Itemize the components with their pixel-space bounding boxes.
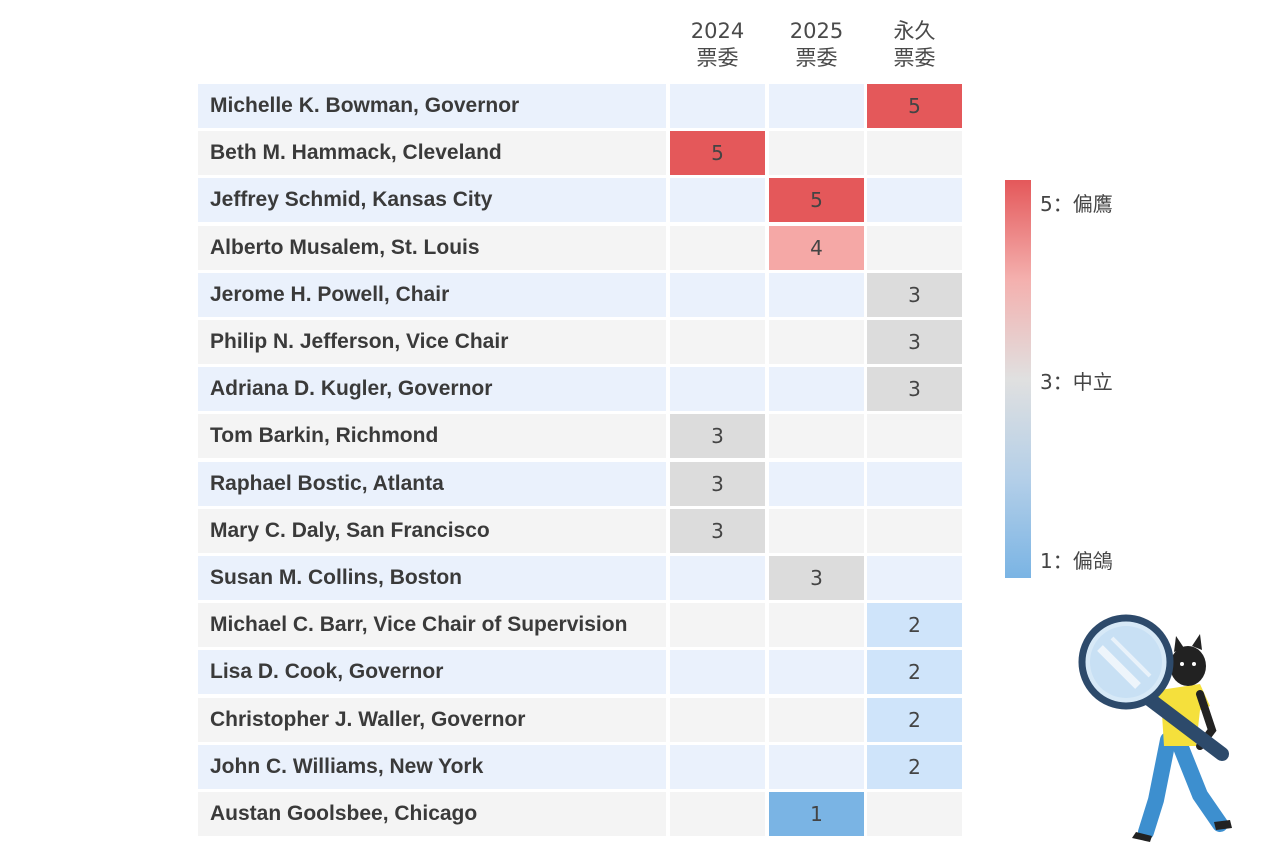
empty-cell xyxy=(769,509,864,553)
row-name-label: Susan M. Collins, Boston xyxy=(198,556,666,600)
empty-cell xyxy=(867,509,962,553)
empty-cell xyxy=(670,556,765,600)
empty-cell xyxy=(670,367,765,411)
empty-cell xyxy=(670,178,765,222)
row-name-label: Jeffrey Schmid, Kansas City xyxy=(198,178,666,222)
empty-cell xyxy=(670,792,765,836)
empty-cell xyxy=(867,178,962,222)
empty-cell xyxy=(867,556,962,600)
empty-cell xyxy=(769,462,864,506)
empty-cell xyxy=(867,414,962,458)
row-name-label: Adriana D. Kugler, Governor xyxy=(198,367,666,411)
score-cell: 4 xyxy=(769,226,864,270)
empty-cell xyxy=(769,273,864,317)
score-cell: 3 xyxy=(670,509,765,553)
empty-cell xyxy=(670,84,765,128)
row-name-label: Jerome H. Powell, Chair xyxy=(198,273,666,317)
column-header: 2024 票委 xyxy=(690,19,745,70)
score-cell: 3 xyxy=(867,320,962,364)
row-name-label: Christopher J. Waller, Governor xyxy=(198,698,666,742)
empty-cell xyxy=(769,650,864,694)
empty-cell xyxy=(769,131,864,175)
row-name-label: Philip N. Jefferson, Vice Chair xyxy=(198,320,666,364)
empty-cell xyxy=(867,226,962,270)
empty-cell xyxy=(769,367,864,411)
empty-cell xyxy=(769,698,864,742)
empty-cell xyxy=(670,698,765,742)
row-name-label: Michael C. Barr, Vice Chair of Supervisi… xyxy=(198,603,666,647)
score-cell: 3 xyxy=(867,273,962,317)
empty-cell xyxy=(867,462,962,506)
row-name-label: Beth M. Hammack, Cleveland xyxy=(198,131,666,175)
row-name-label: Lisa D. Cook, Governor xyxy=(198,650,666,694)
score-cell: 3 xyxy=(670,462,765,506)
row-name-label: Alberto Musalem, St. Louis xyxy=(198,226,666,270)
score-cell: 2 xyxy=(867,650,962,694)
score-cell: 2 xyxy=(867,745,962,789)
legend-high-label: 5：偏鷹 xyxy=(1040,192,1113,216)
row-name-label: Raphael Bostic, Atlanta xyxy=(198,462,666,506)
empty-cell xyxy=(670,320,765,364)
column-header: 2025 票委 xyxy=(789,19,844,70)
column-header: 永久 票委 xyxy=(893,19,936,70)
empty-cell xyxy=(670,745,765,789)
row-name-label: Tom Barkin, Richmond xyxy=(198,414,666,458)
score-cell: 5 xyxy=(769,178,864,222)
row-name-label: Michelle K. Bowman, Governor xyxy=(198,84,666,128)
legend-low-label: 1：偏鴿 xyxy=(1040,549,1113,573)
empty-cell xyxy=(867,131,962,175)
empty-cell xyxy=(769,745,864,789)
cat-with-magnifying-glass-icon xyxy=(1078,614,1232,842)
score-cell: 1 xyxy=(769,792,864,836)
empty-cell xyxy=(769,84,864,128)
empty-cell xyxy=(769,603,864,647)
score-cell: 3 xyxy=(867,367,962,411)
score-cell: 5 xyxy=(670,131,765,175)
score-cell: 2 xyxy=(867,603,962,647)
row-name-label: Austan Goolsbee, Chicago xyxy=(198,792,666,836)
empty-cell xyxy=(670,273,765,317)
score-cell: 3 xyxy=(670,414,765,458)
row-name-label: Mary C. Daly, San Francisco xyxy=(198,509,666,553)
legend-mid-label: 3：中立 xyxy=(1040,370,1113,394)
empty-cell xyxy=(769,414,864,458)
empty-cell xyxy=(670,650,765,694)
legend-color-scale xyxy=(1005,180,1031,578)
row-name-label: John C. Williams, New York xyxy=(198,745,666,789)
score-cell: 2 xyxy=(867,698,962,742)
score-cell: 5 xyxy=(867,84,962,128)
score-cell: 3 xyxy=(769,556,864,600)
empty-cell xyxy=(670,603,765,647)
empty-cell xyxy=(670,226,765,270)
empty-cell xyxy=(867,792,962,836)
empty-cell xyxy=(769,320,864,364)
